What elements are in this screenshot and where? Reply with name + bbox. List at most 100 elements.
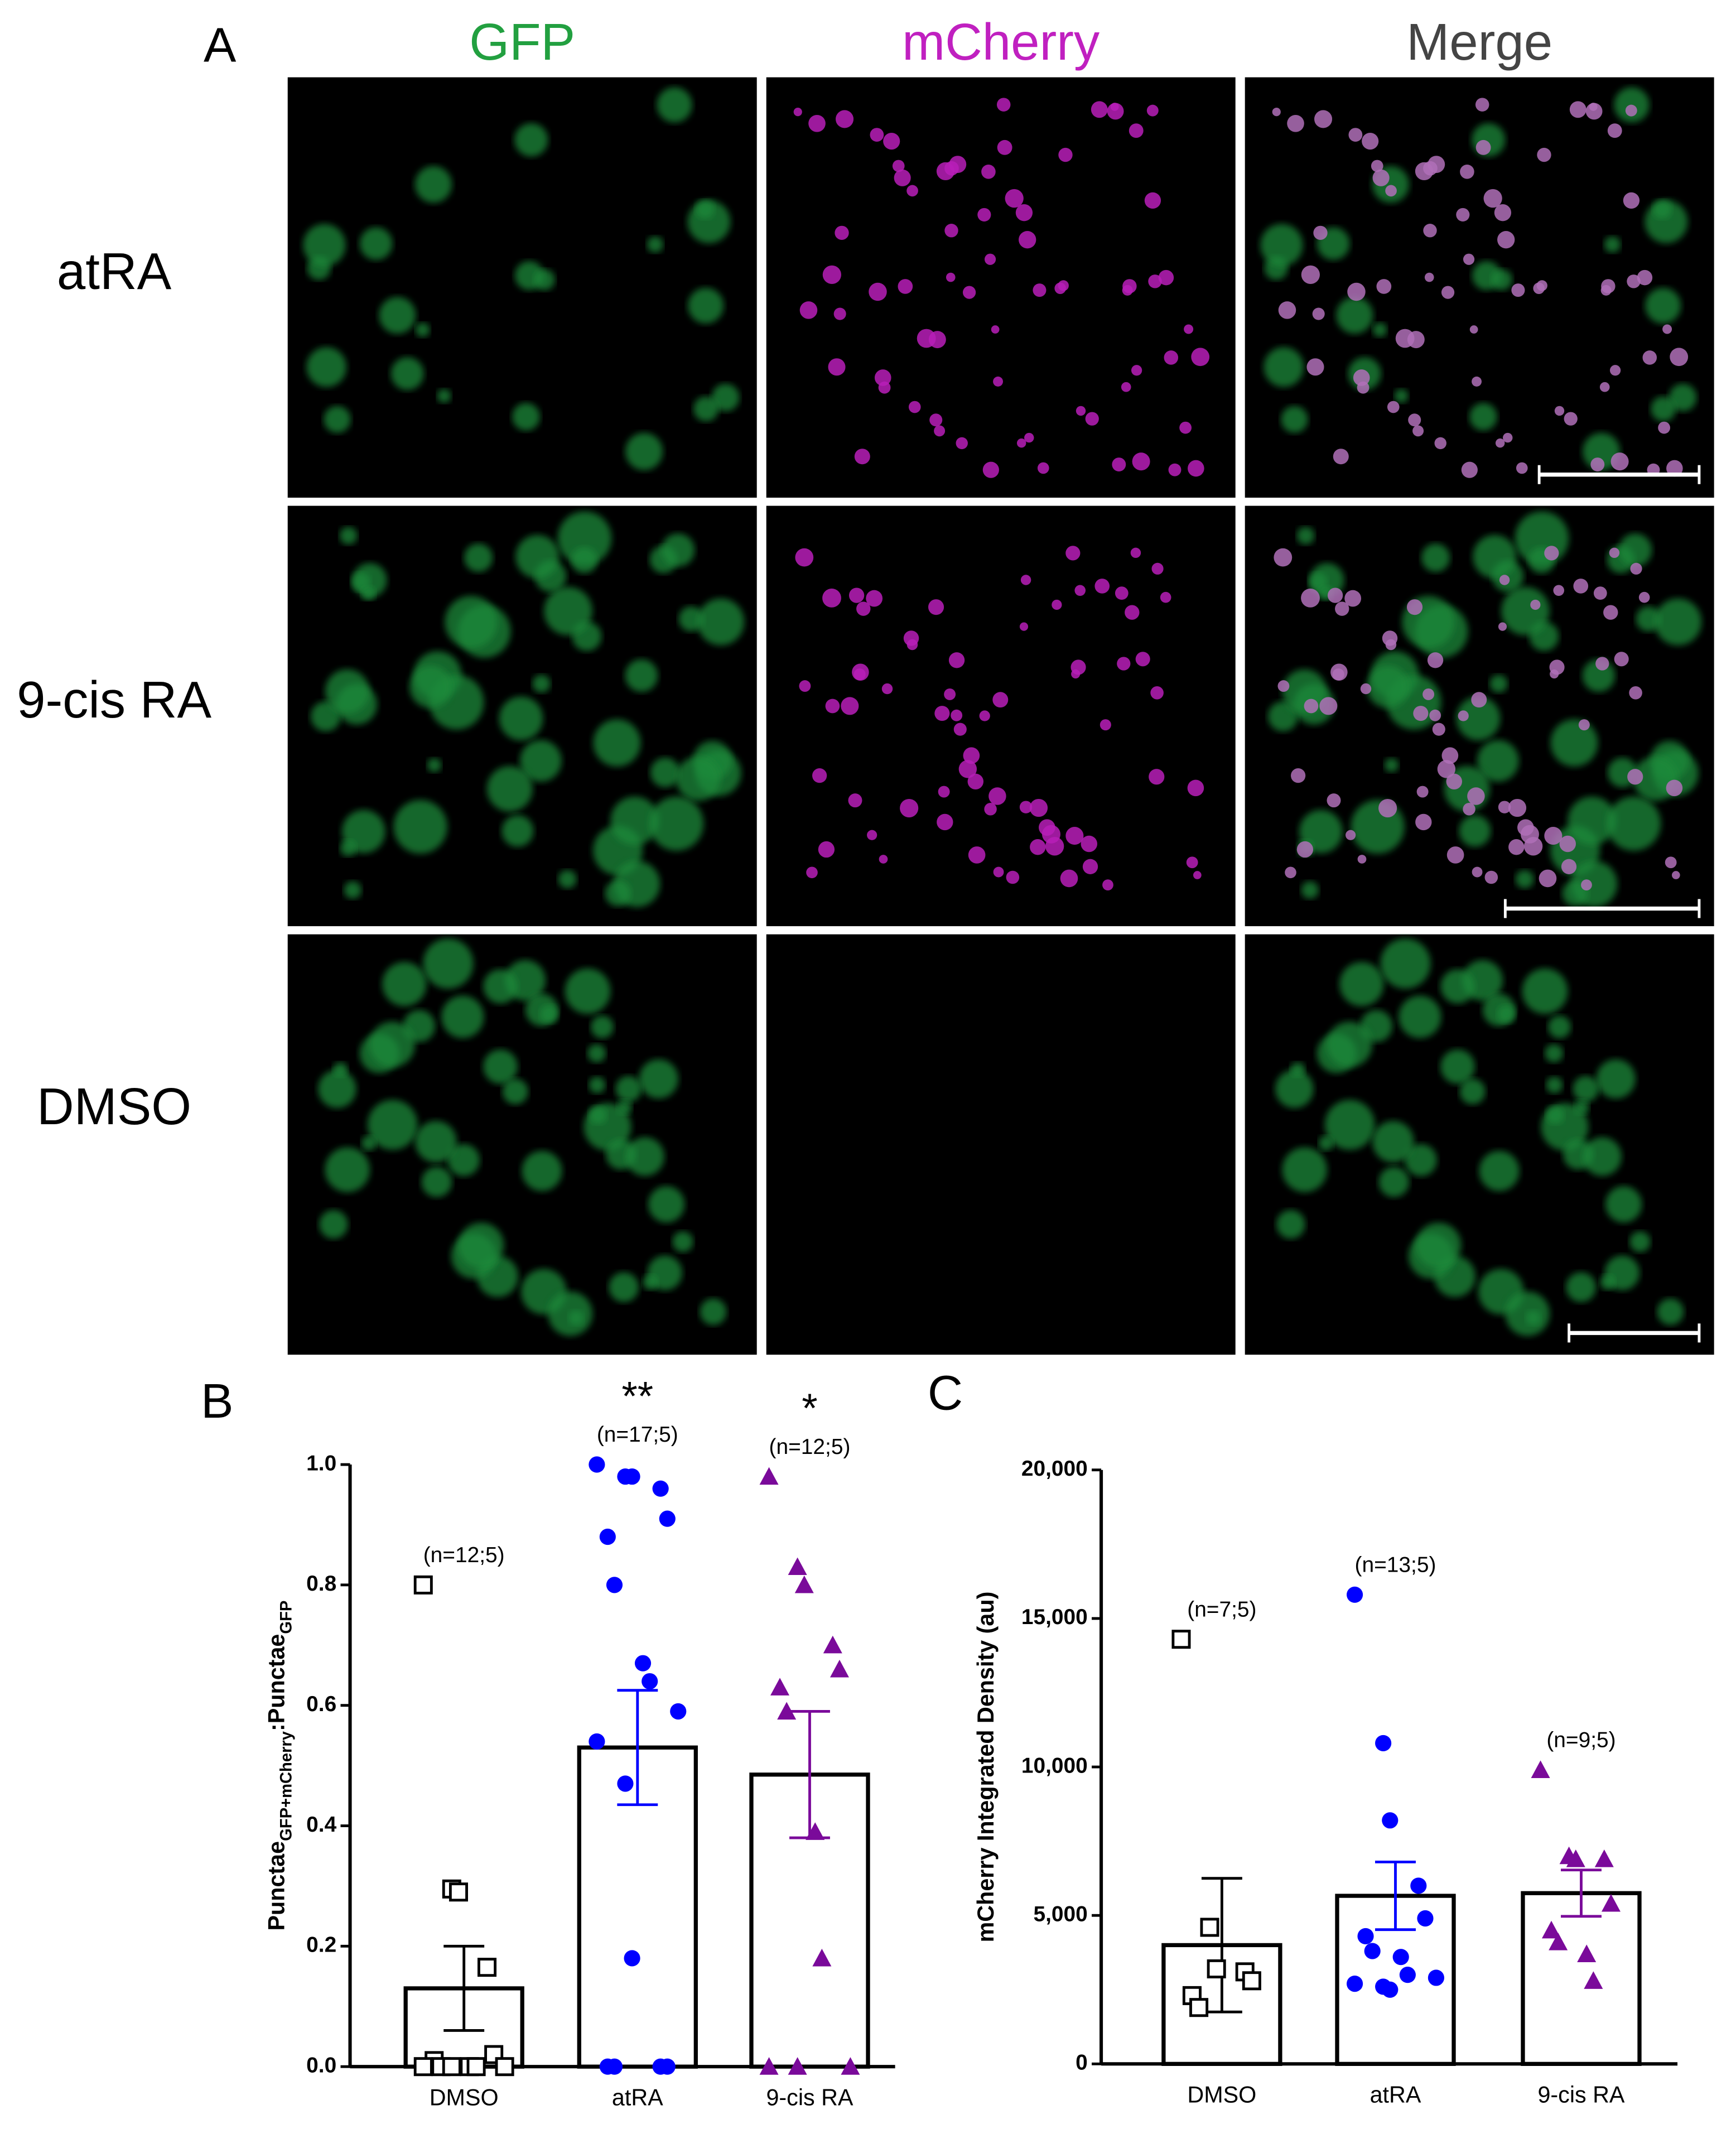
mcherry-signal	[1024, 432, 1034, 443]
mcherry-signal	[825, 699, 840, 714]
x-tick-label: atRA	[612, 2084, 663, 2110]
mcherry-signal	[1467, 787, 1485, 805]
mcherry-signal	[1666, 779, 1683, 797]
mcherry-signal	[934, 425, 946, 437]
mcherry-signal	[934, 706, 950, 721]
mcherry-signal	[1301, 588, 1320, 608]
mcherry-signal	[841, 697, 859, 715]
mcherry-signal	[1581, 879, 1592, 891]
y-tick-label: 15,000	[1021, 1605, 1088, 1629]
data-point	[624, 1950, 640, 1967]
gfp-signal	[1651, 396, 1676, 422]
data-point	[1577, 1944, 1597, 1962]
mcherry-signal	[928, 599, 944, 615]
mcherry-signal	[1561, 859, 1577, 874]
mcherry-signal	[1091, 101, 1108, 118]
mcherry-signal	[1627, 274, 1641, 288]
mcherry-signal	[1637, 269, 1653, 286]
data-point	[1207, 1959, 1226, 1979]
mcherry-signal	[1160, 591, 1171, 603]
y-axis-label-part: :Punctae	[264, 1634, 290, 1731]
gfp-signal	[1515, 870, 1534, 889]
mcherry-signal	[1599, 382, 1610, 392]
data-point	[659, 1510, 676, 1527]
data-point	[830, 1659, 849, 1678]
gfp-signal	[483, 969, 518, 1004]
data-point	[634, 1655, 652, 1672]
x-tick-label: DMSO	[430, 2084, 499, 2110]
gfp-signal	[672, 1231, 693, 1253]
data-point	[589, 1456, 605, 1473]
gfp-signal	[533, 269, 555, 291]
n-label: (n=12;5)	[423, 1543, 505, 1567]
mcherry-signal	[1497, 231, 1515, 249]
micrograph	[766, 934, 1236, 1355]
data-point	[652, 1480, 669, 1497]
gfp-signal	[532, 675, 551, 693]
data-point	[670, 1703, 687, 1720]
gfp-signal	[441, 995, 484, 1038]
mcherry-signal	[1413, 706, 1429, 721]
data-point	[1410, 1877, 1427, 1894]
mcherry-signal	[984, 803, 997, 816]
mcherry-signal	[1589, 103, 1598, 111]
mcherry-signal	[979, 710, 990, 721]
n-label: (n=9;5)	[1546, 1728, 1616, 1752]
data-point	[841, 2057, 860, 2075]
mcherry-signal	[1623, 192, 1640, 209]
mcherry-signal	[848, 587, 865, 603]
mcherry-signal	[1037, 462, 1049, 474]
mcherry-signal	[1471, 692, 1487, 708]
micrograph	[766, 505, 1236, 927]
gfp-signal	[688, 287, 724, 324]
mcherry-signal	[1186, 856, 1198, 869]
mcherry-signal	[1070, 659, 1086, 675]
data-point	[466, 2057, 486, 2077]
mcherry-signal	[984, 253, 996, 265]
gfp-signal	[353, 563, 387, 598]
data-point	[1346, 1586, 1363, 1603]
mcherry-signal	[906, 185, 918, 197]
gfp-signal	[697, 598, 745, 646]
gfp-signal	[522, 1150, 562, 1191]
mcherry-signal	[1058, 147, 1073, 162]
data-point	[1399, 1967, 1416, 1983]
gfp-signal	[1657, 1298, 1684, 1326]
mcherry-signal	[1371, 160, 1383, 172]
gfp-signal	[458, 1222, 504, 1269]
mcherry-signal	[1188, 460, 1204, 477]
mcherry-signal	[1082, 859, 1098, 874]
mcherry-signal	[1569, 101, 1586, 118]
gfp-signal	[1367, 666, 1409, 708]
mcherry-signal	[991, 325, 1000, 334]
mcherry-signal	[1590, 457, 1605, 471]
gfp-signal	[587, 1044, 606, 1063]
gfp-signal	[615, 1076, 642, 1102]
gfp-signal	[1281, 406, 1308, 433]
mcherry-signal	[977, 208, 991, 221]
gfp-signal	[695, 200, 715, 219]
gfp-signal	[678, 606, 704, 632]
mcherry-signal	[1346, 830, 1356, 840]
mcherry-signal	[1100, 719, 1111, 731]
gfp-signal	[502, 1078, 528, 1105]
gfp-signal	[390, 357, 424, 391]
y-axis-label: mCherry Integrated Density (au)	[973, 1592, 999, 1943]
gfp-signal	[1421, 543, 1450, 572]
gfp-signal	[512, 403, 540, 431]
gfp-signal	[1652, 200, 1672, 219]
mcherry-signal	[833, 307, 846, 320]
gfp-signal	[1655, 598, 1702, 646]
mcherry-signal	[1187, 779, 1204, 797]
mcherry-signal	[828, 358, 846, 376]
gfp-signal	[1489, 675, 1508, 693]
mcherry-signal	[1005, 189, 1024, 208]
gfp-signal	[657, 87, 692, 123]
significance-label: **	[621, 1374, 653, 1419]
data-point	[1549, 1933, 1568, 1950]
gfp-signal	[591, 1015, 614, 1039]
data-point	[599, 1528, 616, 1545]
mcherry-signal	[1277, 680, 1290, 692]
mcherry-signal	[812, 768, 827, 783]
